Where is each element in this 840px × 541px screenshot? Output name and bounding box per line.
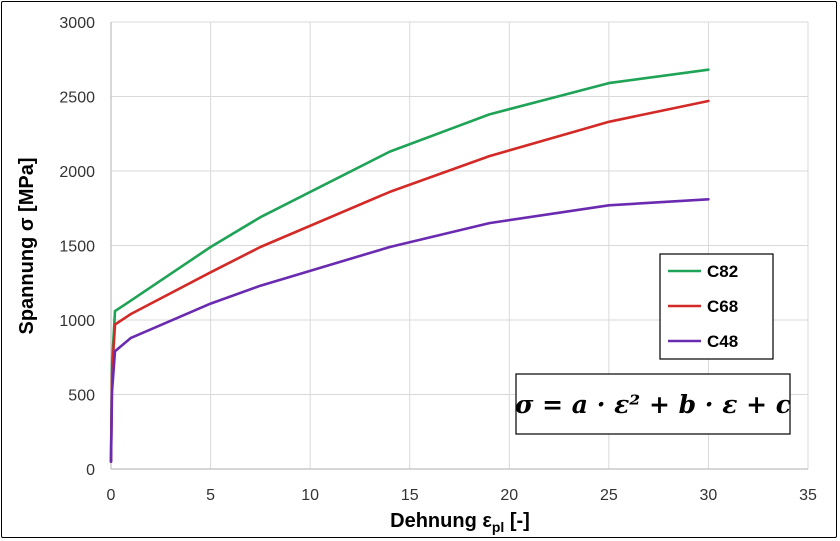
x-tick-label: 20	[500, 487, 518, 504]
legend-label-c82: C82	[707, 262, 738, 281]
x-tick-label: 35	[799, 487, 817, 504]
x-tick-label: 0	[107, 487, 116, 504]
legend-label-c48: C48	[707, 332, 738, 351]
y-tick-label: 0	[86, 462, 95, 479]
series-line-c68	[109, 99, 710, 463]
y-tick-label: 2000	[59, 164, 95, 181]
y-tick-label: 2500	[59, 90, 95, 107]
x-tick-label: 5	[206, 487, 215, 504]
x-axis-title: Dehnung εpl [-]	[390, 510, 530, 535]
series-line-c48	[109, 198, 710, 463]
y-tick-label: 3000	[59, 15, 95, 32]
formula-text: σ = a · ε² + b · ε + c	[515, 390, 791, 419]
series-lines	[109, 68, 710, 463]
legend-label-c68: C68	[707, 297, 738, 316]
x-axis-ticks: 0 5 10 15 20 25 30 35	[107, 487, 817, 504]
y-tick-label: 500	[68, 388, 95, 405]
x-axis-title-subscript: pl	[492, 519, 504, 535]
y-tick-label: 1500	[59, 239, 95, 256]
x-tick-label: 15	[401, 487, 419, 504]
formula-box: σ = a · ε² + b · ε + c	[515, 373, 791, 435]
y-axis-ticks: 0 500 1000 1500 2000 2500 3000	[59, 15, 95, 479]
legend: C82 C68 C48	[659, 253, 774, 360]
y-tick-label: 1000	[59, 313, 95, 330]
y-axis-title: Spannung σ [MPa]	[16, 157, 38, 334]
x-tick-label: 30	[700, 487, 718, 504]
x-tick-label: 10	[301, 487, 319, 504]
x-tick-label: 25	[600, 487, 618, 504]
